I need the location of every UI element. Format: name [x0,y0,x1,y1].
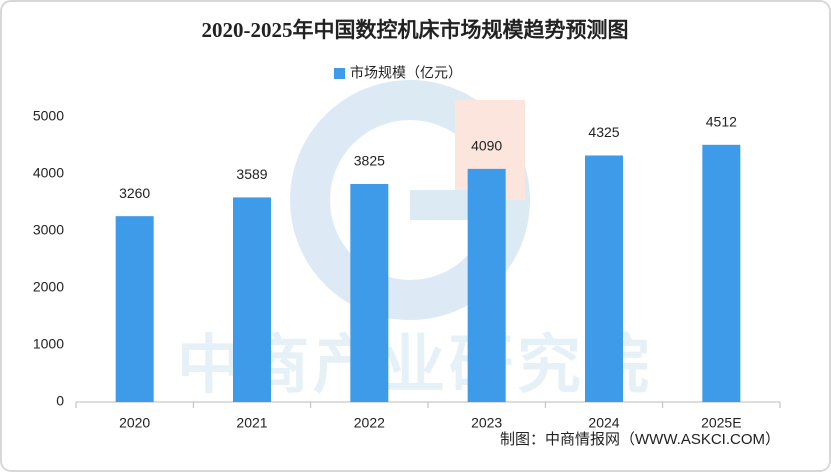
y-tick-label: 5000 [33,108,64,124]
bar [585,155,623,402]
data-label: 4090 [471,138,502,154]
x-tick-label: 2020 [119,415,150,431]
data-label: 3260 [119,185,150,201]
bar [702,144,741,403]
legend-label: 市场规模（亿元） [350,65,462,81]
data-label: 3589 [236,166,267,182]
data-label: 4325 [588,124,619,140]
source: 制图：中商情报网（WWW.ASKCI.COM） [500,431,780,448]
y-tick-label: 1000 [33,336,64,352]
bar [233,197,271,402]
x-tick-label: 2023 [471,415,502,431]
x-tick-label: 2025E [701,415,741,431]
data-label: 3825 [354,153,385,169]
legend-swatch [334,68,345,79]
bar [467,168,506,402]
y-tick-label: 0 [56,393,64,409]
y-tick-label: 2000 [33,279,64,295]
x-tick-label: 2024 [588,415,619,431]
y-tick-label: 3000 [33,222,64,238]
x-tick-label: 2022 [354,415,385,431]
bar [350,183,389,402]
y-tick-label: 4000 [33,165,64,181]
chart-title: 2020-2025年中国数控机床市场规模趋势预测图 [202,18,629,42]
data-label: 4512 [706,114,737,130]
bar [115,216,154,402]
x-tick-label: 2021 [236,415,267,431]
